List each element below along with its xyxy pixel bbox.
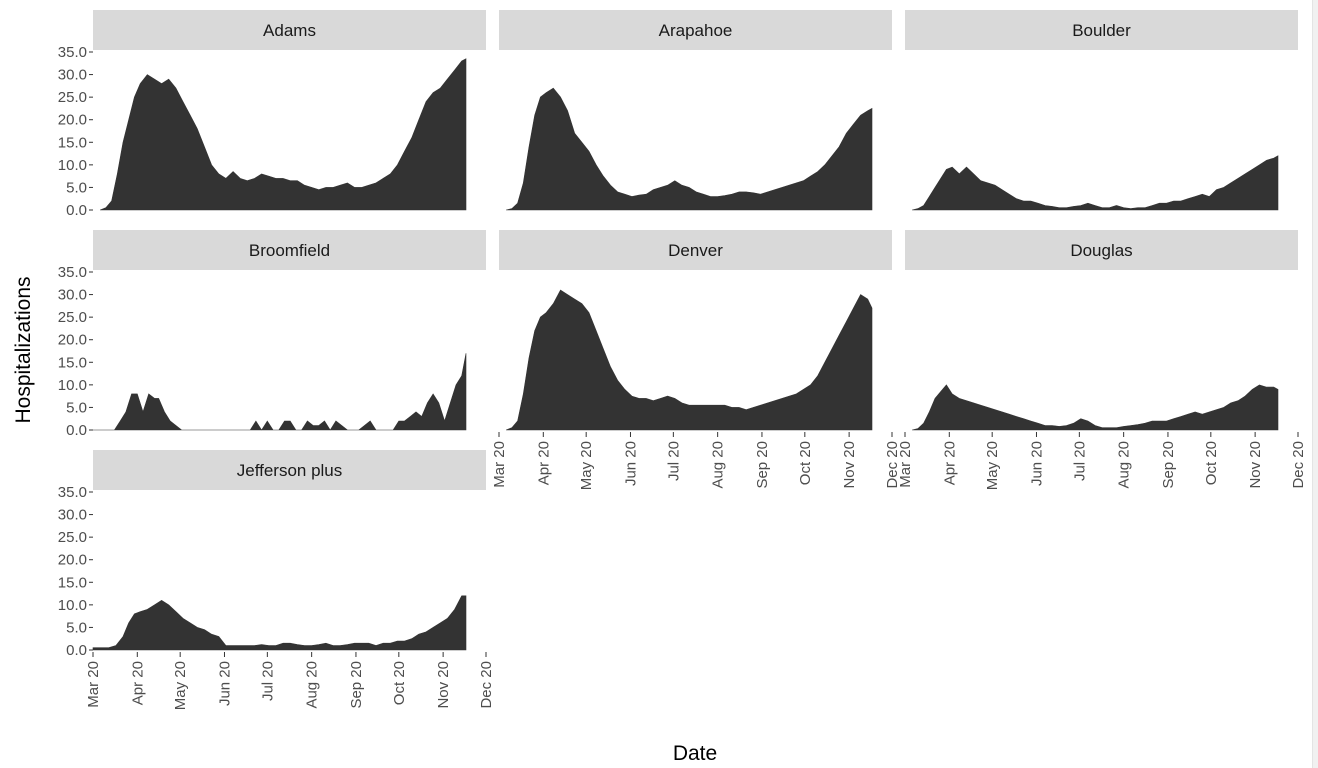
x-tick-label: Nov 20 bbox=[1247, 441, 1264, 489]
x-tick-label: Dec 20 bbox=[478, 661, 495, 709]
x-tick-label: Apr 20 bbox=[535, 441, 552, 485]
facet-title-boulder: Boulder bbox=[1072, 21, 1131, 40]
area-series-jefferson-plus bbox=[92, 595, 467, 651]
area-series-arapahoe bbox=[506, 87, 873, 211]
area-series-douglas bbox=[912, 384, 1279, 431]
x-tick-label: Nov 20 bbox=[435, 661, 452, 709]
x-tick-label: Jun 20 bbox=[216, 661, 233, 706]
facet-title-denver: Denver bbox=[668, 241, 723, 260]
facet-title-arapahoe: Arapahoe bbox=[659, 21, 733, 40]
x-tick-label: Sep 20 bbox=[348, 661, 365, 709]
y-tick-label: 20.0 bbox=[58, 552, 87, 569]
x-tick-label: Sep 20 bbox=[754, 441, 771, 489]
y-tick-label: 25.0 bbox=[58, 529, 87, 546]
facet-jefferson-plus: Jefferson plus 0.0 5.0 10.0 15.0 20.0 25.0 30.0… bbox=[58, 450, 495, 710]
y-tick-label: 25.0 bbox=[58, 309, 87, 326]
x-tick-label: Mar 20 bbox=[897, 441, 914, 488]
facet-title-adams: Adams bbox=[263, 21, 316, 40]
facet-strip-broomfield bbox=[93, 230, 486, 270]
area-series-adams bbox=[99, 58, 467, 211]
y-tick-label: 15.0 bbox=[58, 134, 87, 151]
facet-strip-adams bbox=[93, 10, 486, 50]
area-series-broomfield bbox=[93, 353, 467, 431]
x-tick-label: Dec 20 bbox=[1290, 441, 1307, 489]
y-tick-label: 0.0 bbox=[66, 642, 87, 659]
y-tick-label: 15.0 bbox=[58, 354, 87, 371]
x-tick-label: May 20 bbox=[984, 441, 1001, 490]
y-tick-label: 0.0 bbox=[66, 422, 87, 439]
x-axis-douglas: Mar 20 Apr 20 May 20 Jun 20 Jul 20 Aug 20 Sep … bbox=[897, 432, 1307, 490]
x-tick-label: Jul 20 bbox=[259, 661, 276, 701]
x-axis-title: Date bbox=[673, 742, 717, 765]
facet-title-jefferson-plus: Jefferson plus bbox=[237, 461, 343, 480]
facet-strip-arapahoe bbox=[499, 10, 892, 50]
x-tick-label: Jul 20 bbox=[665, 441, 682, 481]
y-tick-label: 10.0 bbox=[58, 597, 87, 614]
x-tick-label: Aug 20 bbox=[1116, 441, 1133, 489]
y-axis-broomfield: 0.0 5.0 10.0 15.0 20.0 25.0 30.0 35.0 bbox=[58, 264, 93, 439]
area-series-boulder bbox=[912, 155, 1279, 211]
y-tick-label: 20.0 bbox=[58, 332, 87, 349]
y-tick-label: 20.0 bbox=[58, 112, 87, 129]
x-tick-label: Mar 20 bbox=[491, 441, 508, 488]
y-tick-label: 30.0 bbox=[58, 287, 87, 304]
y-tick-label: 5.0 bbox=[66, 399, 87, 416]
x-tick-label: Nov 20 bbox=[841, 441, 858, 489]
y-tick-label: 35.0 bbox=[58, 264, 87, 281]
vertical-scrollbar[interactable] bbox=[1312, 0, 1318, 768]
facet-strip-boulder bbox=[905, 10, 1298, 50]
y-tick-label: 15.0 bbox=[58, 574, 87, 591]
x-axis-denver: Mar 20 Apr 20 May 20 Jun 20 Jul 20 Aug 20 Sep … bbox=[491, 432, 901, 490]
x-tick-label: May 20 bbox=[172, 661, 189, 710]
facet-douglas: Douglas Mar 20 Apr 20 May 20 Jun 20 Jul 20 Aug… bbox=[897, 230, 1307, 490]
y-axis-title: Hospitalizations bbox=[12, 276, 35, 423]
y-tick-label: 10.0 bbox=[58, 377, 87, 394]
x-tick-label: Jul 20 bbox=[1071, 441, 1088, 481]
facet-adams: Adams 0.0 5.0 10.0 15.0 20.0 25.0 30.0 35.0 bbox=[58, 10, 486, 219]
facet-boulder: Boulder bbox=[905, 10, 1298, 211]
x-tick-label: Apr 20 bbox=[941, 441, 958, 485]
x-tick-label: Mar 20 bbox=[85, 661, 102, 708]
x-tick-label: May 20 bbox=[578, 441, 595, 490]
x-tick-label: Oct 20 bbox=[1203, 441, 1220, 485]
y-tick-label: 30.0 bbox=[58, 67, 87, 84]
x-axis-jefferson-plus: Mar 20 Apr 20 May 20 Jun 20 Jul 20 Aug 20 Sep … bbox=[85, 652, 495, 710]
x-tick-label: Jun 20 bbox=[622, 441, 639, 486]
x-tick-label: Aug 20 bbox=[710, 441, 727, 489]
facet-strip-denver bbox=[499, 230, 892, 270]
x-tick-label: Dec 20 bbox=[884, 441, 901, 489]
x-tick-label: Sep 20 bbox=[1160, 441, 1177, 489]
y-tick-label: 0.0 bbox=[66, 202, 87, 219]
facet-title-broomfield: Broomfield bbox=[249, 241, 330, 260]
x-tick-label: Jun 20 bbox=[1028, 441, 1045, 486]
y-tick-label: 10.0 bbox=[58, 157, 87, 174]
x-tick-label: Aug 20 bbox=[304, 661, 321, 709]
facet-denver: Denver Mar 20 Apr 20 May 20 Jun 20 Jul 20 Aug … bbox=[491, 230, 901, 490]
facet-title-douglas: Douglas bbox=[1070, 241, 1132, 260]
facet-strip-jefferson-plus bbox=[93, 450, 486, 490]
x-tick-label: Oct 20 bbox=[391, 661, 408, 705]
area-series-denver bbox=[505, 289, 873, 431]
y-tick-label: 5.0 bbox=[66, 179, 87, 196]
facet-strip-douglas bbox=[905, 230, 1298, 270]
y-tick-label: 5.0 bbox=[66, 619, 87, 636]
x-tick-label: Oct 20 bbox=[797, 441, 814, 485]
y-tick-label: 35.0 bbox=[58, 484, 87, 501]
x-tick-label: Apr 20 bbox=[129, 661, 146, 705]
facet-broomfield: Broomfield 0.0 5.0 10.0 15.0 20.0 25.0 30.0 35.0 bbox=[58, 230, 486, 439]
y-tick-label: 25.0 bbox=[58, 89, 87, 106]
y-tick-label: 30.0 bbox=[58, 507, 87, 524]
y-axis-adams: 0.0 5.0 10.0 15.0 20.0 25.0 30.0 35.0 bbox=[58, 44, 93, 219]
y-axis-jefferson-plus: 0.0 5.0 10.0 15.0 20.0 25.0 30.0 35.0 bbox=[58, 484, 93, 659]
facet-arapahoe: Arapahoe bbox=[499, 10, 892, 211]
y-tick-label: 35.0 bbox=[58, 44, 87, 61]
